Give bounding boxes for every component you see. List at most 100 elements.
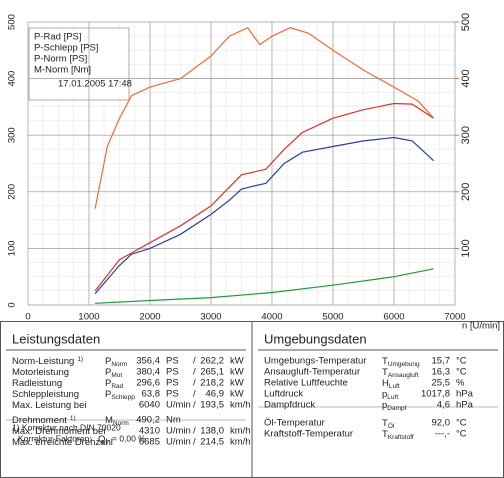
separator: / xyxy=(193,356,196,367)
unit: kW xyxy=(230,378,244,389)
value: 1017,8 xyxy=(421,389,450,400)
symbol-sub: Norm xyxy=(111,361,127,368)
row-label: Motorleistung xyxy=(12,367,69,378)
unit: PS xyxy=(166,378,179,389)
row-label-text: Max. Drehmoment bei xyxy=(12,426,105,437)
unit: °C xyxy=(456,418,467,429)
unit: hPa xyxy=(456,389,474,400)
value: 25,5 xyxy=(432,378,451,389)
row-label: Max. Drehmoment bei xyxy=(12,426,105,437)
unit: °C xyxy=(456,429,467,440)
unit: U/min xyxy=(166,437,191,448)
symbol-sub: Ansaugluft xyxy=(388,372,419,379)
x-tick-label: 4000 xyxy=(261,312,282,323)
unit: U/min xyxy=(166,426,191,437)
value: 380,4 xyxy=(136,367,160,378)
x-tick-label: 5000 xyxy=(322,312,343,323)
y-tick-label: 300 xyxy=(7,127,18,143)
unit: hPa xyxy=(456,400,474,411)
symbol-sub: Rad xyxy=(111,383,123,390)
unit: PS xyxy=(166,356,179,367)
note-marker: 1) xyxy=(77,356,83,363)
row-label: Drehmoment 1) xyxy=(12,415,76,426)
symbol: PRad xyxy=(105,378,124,390)
value: 490,2 xyxy=(136,415,160,426)
factor-text: Korrektur-Faktoren: xyxy=(18,433,92,443)
value: 92,0 xyxy=(432,418,451,429)
value: 218,2 xyxy=(200,378,224,389)
row-label: Radleistung xyxy=(12,378,62,389)
value: 15,7 xyxy=(432,356,451,367)
separator: / xyxy=(193,426,196,437)
symbol-main: P xyxy=(105,356,111,367)
symbol-main: T xyxy=(382,418,388,429)
symbol: pLuft xyxy=(382,389,398,401)
y2-tick-label: 300 xyxy=(460,126,472,144)
factor-value: = 0,00 % xyxy=(112,433,146,443)
panel-title: Umgebungsdaten xyxy=(264,331,367,346)
value: 4,6 xyxy=(437,400,450,411)
symbol: PMot xyxy=(105,367,122,379)
value: 46,9 xyxy=(206,389,225,400)
row-label-text: Norm-Leistung xyxy=(12,356,74,367)
symbol-sub: Luft xyxy=(387,394,398,401)
symbol-main: p xyxy=(382,389,387,400)
series-line xyxy=(95,268,434,304)
row-label: Umgebungs-Temperatur xyxy=(264,356,366,367)
y-tick-label: 0 xyxy=(7,302,18,307)
row-label-text: Max. Leistung bei xyxy=(12,400,86,411)
symbol-main: P xyxy=(105,389,111,400)
separator: / xyxy=(193,367,196,378)
unit: U/min xyxy=(166,400,191,411)
value: 214,5 xyxy=(200,437,224,448)
series-line xyxy=(94,26,435,209)
symbol-main: M xyxy=(105,415,113,426)
y-tick-label: 400 xyxy=(7,71,18,87)
row-label: Relative Luftfeuchte xyxy=(264,378,348,389)
symbol: Qv xyxy=(98,434,109,446)
legend-entry: P-Rad [PS] xyxy=(34,32,82,43)
symbol-main: T xyxy=(382,367,388,378)
unit: °C xyxy=(456,356,467,367)
x-tick-label: 3000 xyxy=(200,312,221,323)
unit: kW xyxy=(230,389,244,400)
symbol-sub: Dampf xyxy=(387,405,406,412)
x-tick-label: 1000 xyxy=(78,312,99,323)
unit: Nm xyxy=(166,415,181,426)
symbol-main: Q xyxy=(98,434,105,445)
separator: / xyxy=(193,378,196,389)
value: 138,0 xyxy=(200,426,224,437)
symbol-main: T xyxy=(382,429,388,440)
symbol-sub: v xyxy=(105,439,109,446)
symbol-sub: Luft xyxy=(389,383,400,390)
row-label: Öl-Temperatur xyxy=(264,418,325,429)
row-label: Max. Leistung bei xyxy=(12,400,86,411)
symbol-main: T xyxy=(382,356,388,367)
value: 262,2 xyxy=(200,356,224,367)
value: 193,5 xyxy=(200,400,224,411)
row-label: Luftdruck xyxy=(264,389,303,400)
value: 6040 xyxy=(139,400,160,411)
timestamp: 17.01.2005 17:48 xyxy=(58,79,132,90)
separator: / xyxy=(193,400,196,411)
symbol: TKraftstoff xyxy=(382,429,414,441)
value: 356,4 xyxy=(136,356,160,367)
separator: / xyxy=(193,437,196,448)
x-tick-label: 0 xyxy=(25,312,30,323)
unit: °C xyxy=(456,367,467,378)
panel-title: Leistungsdaten xyxy=(12,331,100,346)
row-label-text: Motorleistung xyxy=(12,367,69,378)
unit: PS xyxy=(166,367,179,378)
unit: km/h xyxy=(230,400,251,411)
symbol: TUmgebung xyxy=(382,356,420,368)
legend-entry: P-Norm [PS] xyxy=(34,54,87,65)
unit: kW xyxy=(230,356,244,367)
legend-entry: P-Schlepp [PS] xyxy=(34,43,98,54)
symbol-sub: Öl xyxy=(388,422,395,430)
y2-tick-label: 400 xyxy=(460,69,472,87)
symbol: TAnsaugluft xyxy=(382,367,419,379)
symbol: TÖl xyxy=(382,418,395,430)
symbol-sub: Schlepp xyxy=(111,394,135,401)
symbol: HLuft xyxy=(382,378,400,390)
x-tick-label: 2000 xyxy=(139,312,160,323)
